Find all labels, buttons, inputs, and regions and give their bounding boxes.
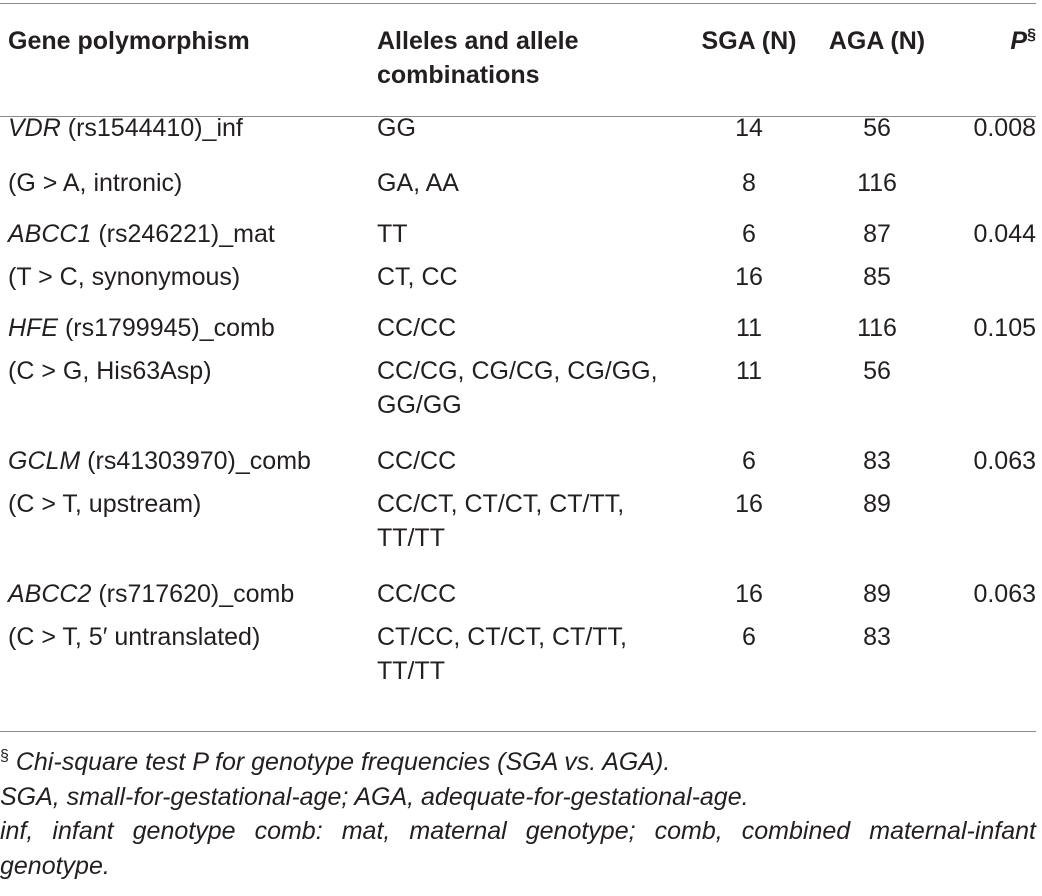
alleles-cell: TT: [377, 220, 408, 248]
p-cell: 0.008: [973, 114, 1036, 142]
alleles-cell: CC/CC: [377, 447, 457, 475]
gene-detail: (C > T, 5′ untranslated): [8, 623, 261, 651]
alleles-cell: CC/CC: [377, 580, 457, 608]
gene-cell: ABCC2 (rs717620)_comb: [0, 571, 369, 618]
gene-cell: (C > T, upstream): [0, 485, 369, 571]
aga-cell: 89: [863, 490, 891, 518]
header-aga: AGA (N): [828, 27, 926, 55]
table-row: HFE (rs1799945)_comb CC/CC 11 116 0.105: [0, 305, 1036, 352]
table-row: ABCC1 (rs246221)_mat TT 6 87 0.044: [0, 211, 1036, 258]
gene-name: VDR: [8, 114, 61, 142]
gene-cell: ABCC1 (rs246221)_mat: [0, 211, 369, 258]
table-row: (T > C, synonymous) CT, CC 16 85: [0, 258, 1036, 305]
header-p: P§: [945, 0, 1036, 92]
p-cell: 0.105: [973, 314, 1036, 342]
gene-name: ABCC1: [8, 220, 92, 248]
p-cell: [945, 258, 1036, 305]
footnote-line-1: Chi-square test P for genotype frequenci…: [8, 748, 671, 776]
sga-cell: 6: [742, 623, 756, 651]
p-cell: 0.063: [973, 447, 1036, 475]
sga-cell: 14: [735, 114, 763, 142]
table-row: (G > A, intronic) GA, AA 8 116: [0, 164, 1036, 211]
footnote-genotype: inf, infant genotype comb: mat, maternal…: [0, 817, 1036, 880]
sga-cell: 16: [735, 263, 763, 291]
gene-cell: (C > T, 5′ untranslated): [0, 618, 369, 704]
header-p-letter: P: [1010, 27, 1028, 55]
gene-cell: (C > G, His63Asp): [0, 352, 369, 438]
aga-cell: 116: [857, 314, 897, 342]
aga-cell: 89: [863, 580, 891, 608]
aga-cell: 85: [863, 263, 891, 291]
p-cell: [945, 352, 1036, 438]
p-cell: [945, 618, 1036, 704]
header-alleles: Alleles and allele combinations: [377, 27, 579, 89]
table-row: (C > T, upstream) CC/CT, CT/CT, CT/TT, T…: [0, 485, 1036, 571]
table-row: ABCC2 (rs717620)_comb CC/CC 16 89 0.063: [0, 571, 1036, 618]
p-cell: [945, 485, 1036, 571]
gene-detail: (G > A, intronic): [8, 169, 183, 197]
alleles-cell: CT/CC, CT/CT, CT/TT, TT/TT: [377, 623, 627, 685]
aga-cell: 87: [863, 220, 891, 248]
footnote-chi-square: § Chi-square test P for genotype frequen…: [0, 745, 1036, 780]
table-header-row: Gene polymorphism Alleles and allele com…: [0, 0, 1036, 92]
gene-detail: (rs1799945)_comb: [58, 314, 275, 342]
sga-cell: 8: [742, 169, 756, 197]
bottom-rule: [0, 731, 1036, 732]
table-row: VDR (rs1544410)_inf GG 14 56 0.008: [0, 92, 1036, 164]
gene-detail: (C > T, upstream): [8, 490, 202, 518]
aga-cell: 56: [863, 357, 891, 385]
alleles-cell: CC/CG, CG/CG, CG/GG, GG/GG: [377, 357, 658, 419]
alleles-cell: GG: [377, 114, 416, 142]
footnote-abbreviations: SGA, small-for-gestational-age; AGA, ade…: [0, 782, 749, 811]
sga-cell: 16: [735, 580, 763, 608]
gene-name: ABCC2: [8, 580, 92, 608]
aga-cell: 83: [863, 623, 891, 651]
gene-detail: (rs717620)_comb: [91, 580, 295, 608]
gene-name: GCLM: [8, 447, 81, 475]
gene-detail: (rs41303970)_comb: [80, 447, 311, 475]
alleles-cell: CC/CT, CT/CT, CT/TT, TT/TT: [377, 490, 625, 552]
gene-detail: (rs246221)_mat: [91, 220, 275, 248]
table-row: (C > T, 5′ untranslated) CT/CC, CT/CT, C…: [0, 618, 1036, 704]
gene-cell: HFE (rs1799945)_comb: [0, 305, 369, 352]
sga-cell: 6: [742, 220, 756, 248]
footnote-mark: §: [0, 747, 9, 765]
gene-detail: (rs1544410)_inf: [60, 114, 243, 142]
top-rule: [0, 3, 1036, 4]
table-row: GCLM (rs41303970)_comb CC/CC 6 83 0.063: [0, 438, 1036, 485]
gene-cell: VDR (rs1544410)_inf: [0, 92, 369, 164]
alleles-cell: CC/CC: [377, 314, 457, 342]
gene-detail: (T > C, synonymous): [8, 263, 241, 291]
header-sga: SGA (N): [701, 27, 797, 55]
aga-cell: 83: [863, 447, 891, 475]
header-p-mark: §: [1027, 26, 1036, 44]
aga-cell: 116: [857, 169, 897, 197]
gene-cell: (G > A, intronic): [0, 164, 369, 211]
alleles-cell: CT, CC: [377, 263, 458, 291]
genotype-table: Gene polymorphism Alleles and allele com…: [0, 0, 1036, 704]
table-row: (C > G, His63Asp) CC/CG, CG/CG, CG/GG, G…: [0, 352, 1036, 438]
aga-cell: 56: [863, 114, 891, 142]
sga-cell: 11: [736, 314, 762, 342]
p-cell: 0.044: [973, 220, 1036, 248]
p-cell: [945, 164, 1036, 211]
p-cell: 0.063: [973, 580, 1036, 608]
sga-cell: 6: [742, 447, 756, 475]
gene-cell: (T > C, synonymous): [0, 258, 369, 305]
sga-cell: 16: [735, 490, 763, 518]
table-footnotes: § Chi-square test P for genotype frequen…: [0, 745, 1036, 883]
gene-name: HFE: [8, 314, 58, 342]
gene-detail: (C > G, His63Asp): [8, 357, 212, 385]
alleles-cell: GA, AA: [377, 169, 459, 197]
sga-cell: 11: [736, 357, 762, 385]
gene-cell: GCLM (rs41303970)_comb: [0, 438, 369, 485]
header-gene: Gene polymorphism: [8, 27, 250, 55]
header-rule: [0, 116, 1036, 117]
